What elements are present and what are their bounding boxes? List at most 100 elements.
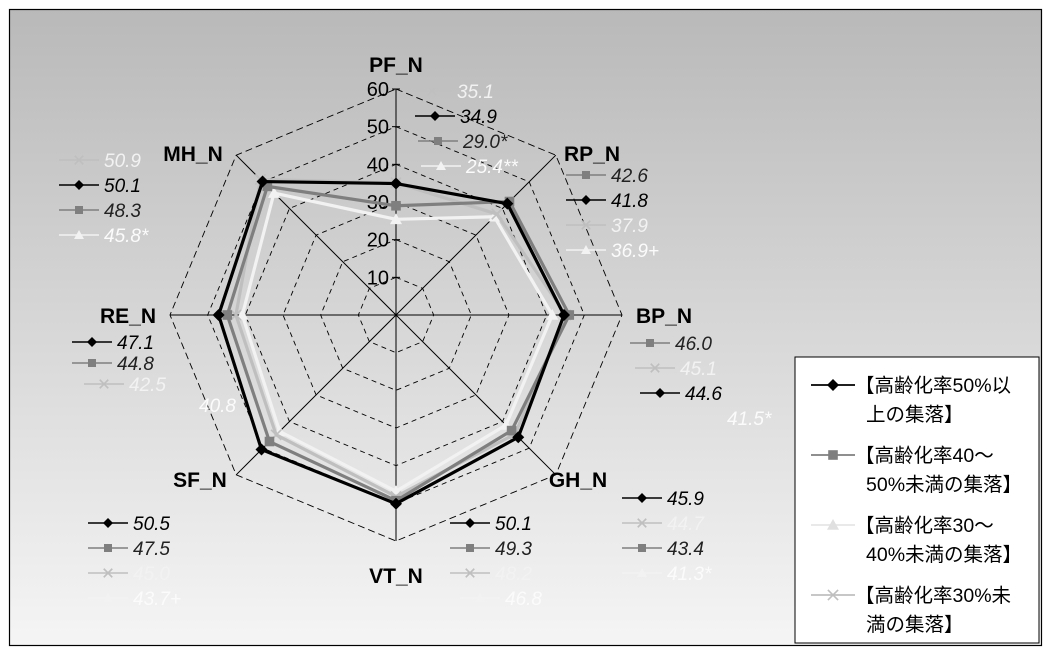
value-label-text: 46.8 — [505, 589, 542, 610]
value-label-text: 29.0* — [462, 132, 508, 153]
data-point — [546, 309, 559, 320]
legend-key-marker — [88, 359, 96, 367]
tick-label: 20 — [367, 230, 389, 252]
legend-key-marker — [637, 568, 647, 577]
value-label: 48.3 — [59, 201, 141, 222]
value-label: 44.7 — [622, 514, 705, 535]
value-label-text: 48.2 — [495, 564, 532, 585]
legend-key-marker — [582, 171, 590, 179]
legend-key-marker — [465, 518, 475, 528]
value-label: 44.6 — [640, 384, 722, 405]
legend-key-marker — [436, 161, 446, 170]
value-label: 50.5 — [88, 514, 170, 535]
value-label-text: 50.1 — [104, 176, 141, 197]
data-point — [390, 213, 402, 225]
tick-label: 60 — [367, 79, 389, 101]
data-point — [255, 443, 268, 456]
value-label: 41.3* — [622, 564, 712, 585]
legend-label: 満の集落】 — [866, 614, 964, 636]
legend-item-2: 【高齢化率40～ 50%未満の集落】 — [811, 445, 1022, 496]
value-label: 45.9 — [622, 489, 704, 510]
legend-key-marker — [99, 379, 109, 389]
data-point — [391, 200, 401, 211]
value-label: 44.8 — [72, 354, 154, 375]
axis-spoke — [395, 154, 557, 316]
grid-ring — [357, 276, 435, 354]
value-label-text: 44.8 — [117, 354, 154, 375]
value-label-text: 44.7 — [667, 514, 705, 535]
value-label-text: 40.8 — [199, 396, 236, 417]
data-point — [222, 310, 233, 320]
value-label: 49.3 — [450, 539, 532, 560]
data-point — [236, 309, 249, 320]
data-point — [557, 309, 570, 321]
grid-ring — [320, 239, 472, 391]
tick-label: 50 — [367, 117, 389, 139]
legend-key-marker — [581, 220, 591, 230]
value-label-text: 42.5 — [129, 375, 166, 396]
value-label-text: 45.9 — [667, 489, 704, 510]
axis-labels: PF_N RP_N BP_N GH_N VT_N SF_N RE_N MH_N — [100, 54, 692, 588]
legend-label: 【高齢化率40～ — [855, 445, 994, 467]
data-point — [390, 177, 402, 190]
axis-label: GH_N — [549, 469, 607, 492]
value-label-text: 47.5 — [133, 539, 170, 560]
value-label-text: 48.3 — [104, 201, 141, 222]
legend-key-marker — [427, 86, 437, 96]
value-label-text: 50.1 — [495, 514, 532, 535]
legend-key-marker — [466, 544, 474, 552]
legend-key-marker — [87, 337, 97, 347]
value-labels: 35.1 34.9 29.0* 25.4** 42.6 41.8 37.9 36.9+ 46.0… — [59, 82, 772, 610]
legend-key-marker — [74, 230, 84, 239]
value-label: 35.1 — [412, 82, 494, 103]
axis-label: SF_N — [173, 469, 227, 492]
value-label: 45.0 — [88, 564, 170, 585]
data-point — [262, 181, 273, 192]
data-point — [268, 187, 281, 198]
legend-key-marker — [637, 493, 647, 503]
value-label-text: 42.6 — [611, 166, 648, 187]
value-label: 41.8 — [566, 191, 648, 212]
value-label: 45.8* — [59, 226, 149, 247]
value-label: 46.0 — [630, 334, 712, 355]
value-label: 42.5 — [84, 375, 166, 396]
legend-key-marker — [74, 180, 84, 190]
value-label: 29.0* — [418, 132, 508, 153]
legend-key-marker — [655, 388, 665, 398]
data-point — [506, 425, 517, 436]
value-label-text: 35.1 — [457, 82, 494, 103]
data-point — [212, 309, 225, 321]
data-point — [256, 175, 269, 188]
value-label: 50.1 — [59, 176, 141, 197]
legend-marker — [827, 519, 839, 530]
legend-key-marker — [465, 568, 475, 578]
series-1 — [212, 175, 570, 510]
value-label-text: 36.9+ — [611, 241, 659, 262]
value-label: 47.5 — [88, 539, 170, 560]
legend-marker — [828, 450, 838, 460]
value-label-text: 25.4** — [465, 157, 518, 178]
legend-key-marker — [434, 137, 442, 145]
data-point — [230, 309, 242, 321]
legend-marker — [827, 589, 839, 601]
axis-label: BP_N — [636, 305, 692, 328]
legend-item-4: 【高齢化率30%未満の集落】 — [811, 585, 1011, 636]
value-label: 43.4 — [622, 539, 704, 560]
value-label-text: 45.0 — [133, 564, 170, 585]
axis-label: PF_N — [369, 54, 423, 77]
value-label-text: 41.5* — [727, 409, 772, 430]
legend-label: 40%未満の集落】 — [866, 544, 1022, 566]
legend-key-marker — [103, 518, 113, 528]
data-point — [264, 436, 275, 447]
legend-key-marker — [74, 155, 84, 165]
legend-key-marker — [646, 339, 654, 347]
legend-key-marker — [637, 518, 647, 528]
value-label-text: 50.5 — [133, 514, 170, 535]
value-label: 48.2 — [450, 564, 532, 585]
value-label: 41.5* — [727, 409, 772, 430]
legend-item-3: 【高齢化率30～ 40%未満の集落】 — [811, 515, 1022, 566]
value-label: 43.7+ — [88, 589, 181, 610]
value-label-text: 45.1 — [680, 359, 717, 380]
